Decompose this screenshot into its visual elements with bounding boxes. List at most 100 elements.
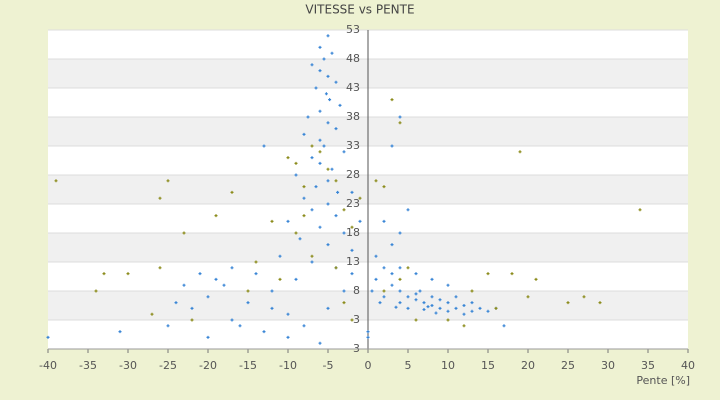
point: [414, 292, 418, 296]
point: [318, 138, 322, 142]
x-tick-label: -25: [159, 359, 177, 372]
point: [286, 219, 290, 223]
plot-area: 338131823283338434853-40-35-30-25-20-15-…: [39, 23, 695, 372]
point: [102, 272, 106, 276]
x-tick-label: 20: [521, 359, 535, 372]
point: [310, 208, 314, 212]
point: [166, 324, 170, 328]
point: [198, 272, 202, 276]
point: [566, 301, 570, 305]
point: [302, 214, 306, 218]
point: [326, 179, 330, 183]
point: [270, 219, 274, 223]
point: [302, 185, 306, 189]
x-tick-label: 5: [405, 359, 412, 372]
point: [326, 121, 330, 125]
point: [486, 309, 490, 313]
point: [286, 312, 290, 316]
point: [330, 167, 334, 171]
point: [190, 306, 194, 310]
point: [382, 289, 386, 293]
point: [430, 277, 434, 281]
point: [406, 295, 410, 299]
point: [342, 208, 346, 212]
point: [350, 225, 354, 229]
y-tick-label: 18: [346, 226, 360, 239]
point: [302, 132, 306, 136]
point: [334, 179, 338, 183]
point: [390, 98, 394, 102]
point: [222, 283, 226, 287]
point: [434, 311, 438, 315]
point: [326, 74, 330, 78]
point: [390, 283, 394, 287]
x-tick-label: -20: [199, 359, 217, 372]
x-tick-label: -10: [279, 359, 297, 372]
point: [430, 295, 434, 299]
point: [398, 289, 402, 293]
point: [350, 190, 354, 194]
x-tick-label: 30: [601, 359, 615, 372]
point: [190, 318, 194, 322]
point: [382, 219, 386, 223]
x-tick-label: 15: [481, 359, 495, 372]
point: [358, 196, 362, 200]
point: [454, 295, 458, 299]
point: [342, 231, 346, 235]
point: [318, 45, 322, 49]
point: [382, 295, 386, 299]
point: [378, 301, 382, 305]
y-tick-label: 23: [346, 197, 360, 210]
point: [278, 254, 282, 258]
y-tick-label: 28: [346, 168, 360, 181]
point: [54, 179, 58, 183]
x-tick-label: -5: [323, 359, 334, 372]
point: [358, 219, 362, 223]
point: [318, 150, 322, 154]
point: [318, 109, 322, 113]
point: [294, 161, 298, 165]
point: [254, 272, 258, 276]
point: [214, 214, 218, 218]
point: [582, 295, 586, 299]
point: [398, 301, 402, 305]
point: [270, 306, 274, 310]
point: [158, 196, 162, 200]
y-tick-label: 3: [353, 313, 360, 326]
point: [262, 144, 266, 148]
point: [414, 298, 418, 302]
point: [526, 295, 530, 299]
point: [342, 289, 346, 293]
point: [430, 304, 434, 307]
point: [366, 330, 370, 334]
point: [406, 266, 410, 270]
point: [534, 277, 538, 281]
point: [470, 301, 474, 305]
point: [374, 179, 378, 183]
point: [214, 277, 218, 281]
point: [278, 277, 282, 281]
point: [118, 330, 122, 334]
point: [374, 254, 378, 258]
y-tick-label: 53: [346, 23, 360, 36]
point: [334, 127, 338, 131]
point: [518, 150, 522, 154]
x-tick-label: 0: [365, 359, 372, 372]
point: [326, 306, 330, 310]
point: [310, 63, 314, 67]
point: [334, 214, 338, 218]
y-tick-label: 38: [346, 110, 360, 123]
point: [330, 51, 334, 55]
point: [306, 115, 310, 119]
point: [422, 308, 426, 312]
point: [322, 144, 326, 148]
point: [390, 272, 394, 276]
y-tick-label: 8: [353, 284, 360, 297]
point: [446, 318, 450, 322]
point: [230, 318, 234, 322]
point: [370, 289, 374, 293]
point: [298, 237, 302, 241]
point: [318, 225, 322, 229]
point: [336, 190, 340, 194]
